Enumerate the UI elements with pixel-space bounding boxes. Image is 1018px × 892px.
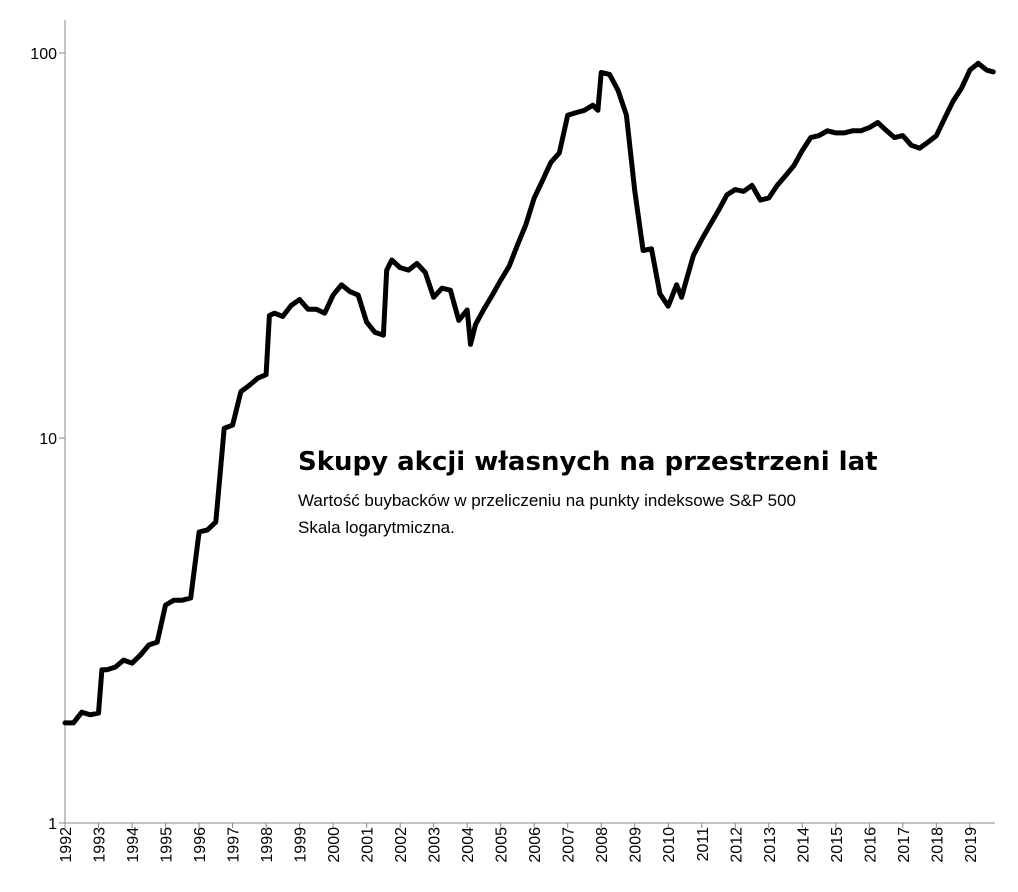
x-tick-label: 2010 (661, 827, 678, 863)
y-tick-label: 10 (39, 431, 57, 448)
x-tick-label: 2012 (728, 827, 745, 863)
x-tick-label: 2004 (460, 827, 477, 863)
x-tick-label: 2009 (628, 827, 645, 863)
chart-title: Skupy akcji własnych na przestrzeni lat (298, 447, 878, 477)
x-tick-label: 2002 (393, 827, 410, 863)
x-tick-label: 1992 (58, 827, 75, 863)
x-tick-label: 2017 (896, 827, 913, 863)
x-tick-label: 1999 (293, 827, 310, 863)
x-tick-label: 2008 (594, 827, 611, 863)
x-tick-label: 1995 (159, 827, 176, 863)
chart-note: Skala logarytmiczna. (298, 518, 455, 537)
x-tick-label: 2006 (527, 827, 544, 863)
data-line (62, 60, 996, 726)
x-tick-label: 1996 (192, 827, 209, 863)
x-tick-label: 2003 (427, 827, 444, 863)
x-tick-label: 2019 (963, 827, 980, 863)
x-tick-label: 2018 (929, 827, 946, 863)
x-tick-label: 2001 (360, 827, 377, 863)
y-tick-label: 1 (48, 816, 57, 833)
x-tick-label: 2005 (494, 827, 511, 863)
x-tick-label: 1994 (125, 827, 142, 863)
y-tick-label: 100 (30, 46, 57, 63)
x-tick-label: 2000 (326, 827, 343, 863)
x-tick-label: 1998 (259, 827, 276, 863)
x-tick-label: 2016 (862, 827, 879, 863)
x-tick-label: 1993 (92, 827, 109, 863)
x-tick-label: 2011 (695, 827, 712, 862)
x-tick-label: 2014 (795, 827, 812, 863)
x-tick-label: 1997 (226, 827, 243, 863)
x-tick-label: 2015 (829, 827, 846, 863)
x-tick-label: 2013 (762, 827, 779, 863)
x-tick-label: 2007 (561, 827, 578, 863)
chart-subtitle: Wartość buybacków w przeliczeniu na punk… (298, 491, 796, 510)
